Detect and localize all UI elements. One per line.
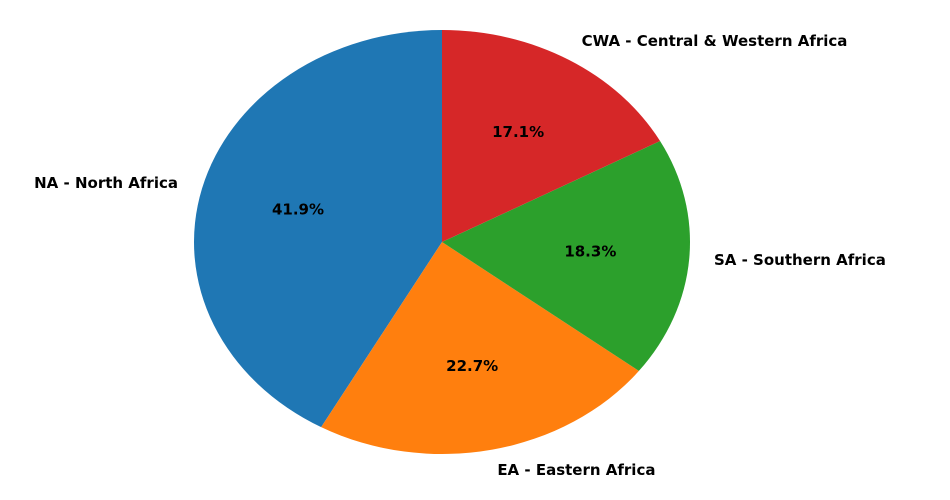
- percent-label: 18.3%: [564, 242, 616, 260]
- pie-slice: [442, 141, 690, 371]
- slice-label: SA - Southern Africa: [714, 251, 886, 269]
- pie-slice: [442, 29, 661, 242]
- slice-label: CWA - Central & Western Africa: [582, 32, 848, 50]
- percent-label: 17.1%: [492, 123, 544, 141]
- pie-slice: [321, 242, 639, 454]
- percent-label: 22.7%: [446, 357, 498, 375]
- slice-label: EA - Eastern Africa: [497, 461, 655, 479]
- percent-label: 41.9%: [272, 200, 324, 218]
- slice-label: NA - North Africa: [34, 174, 178, 192]
- pie-slice: [193, 30, 442, 428]
